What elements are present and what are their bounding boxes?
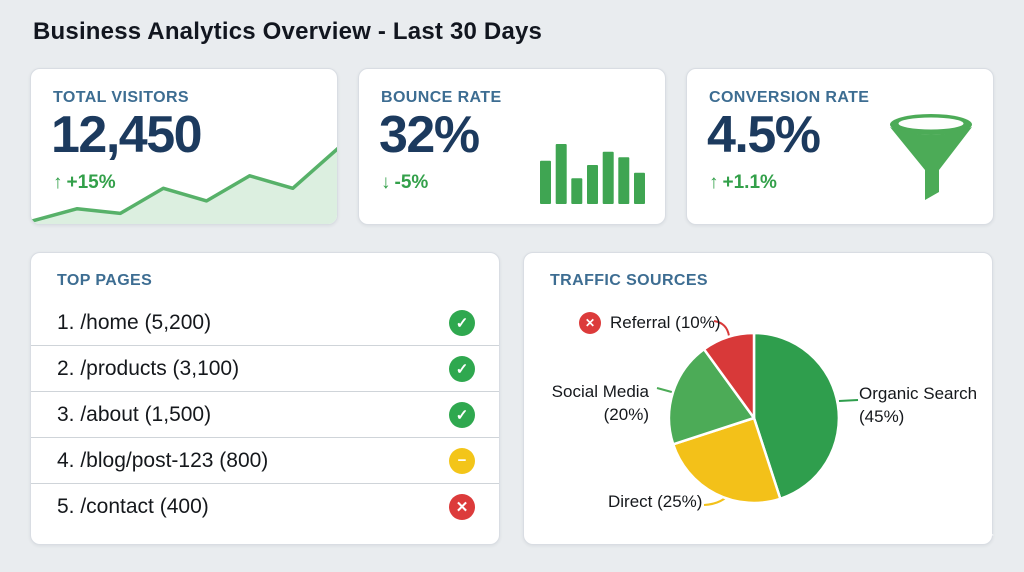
kpi-card-bounce-rate: BOUNCE RATE 32% ↓ -5%	[358, 68, 666, 225]
page-title: Business Analytics Overview - Last 30 Da…	[33, 18, 543, 45]
funnel-icon	[890, 114, 972, 200]
pie-label-organic-search: Organic Search (45%)	[859, 383, 977, 429]
kpi-delta-text: -5%	[394, 172, 429, 193]
kpi-delta-text: +1.1%	[722, 172, 777, 193]
status-check-icon: ✓	[449, 401, 475, 428]
pie-label-text: Social Media	[551, 382, 649, 401]
kpi-value-conversion-rate: 4.5%	[707, 106, 821, 164]
kpi-label-bounce-rate: BOUNCE RATE	[381, 89, 502, 106]
pie-label-social-media: Social Media (20%)	[552, 381, 649, 427]
bounce-mini-bar-chart	[540, 144, 645, 204]
kpi-label-total-visitors: TOTAL VISITORS	[53, 89, 189, 106]
top-page-row-blog-post[interactable]: 4. /blog/post-123 (800) −	[31, 438, 499, 484]
pie-label-pct: (20%)	[603, 404, 649, 424]
pie-label-direct: Direct (25%)	[608, 491, 702, 514]
top-page-label: 4. /blog/post-123 (800)	[57, 448, 269, 472]
pie-label-text: Referral (10%)	[610, 313, 721, 332]
status-minus-icon: −	[449, 447, 475, 474]
kpi-card-conversion-rate: CONVERSION RATE 4.5% ↑ +1.1%	[686, 68, 994, 225]
down-arrow-icon: ↓	[381, 172, 391, 193]
kpi-delta-text: +15%	[66, 172, 116, 193]
status-x-icon: ✕	[449, 494, 475, 520]
traffic-sources-panel: TRAFFIC SOURCES ✕ Referral (10%) Social …	[523, 252, 993, 545]
top-page-row-products[interactable]: 2. /products (3,100) ✓	[31, 346, 499, 392]
kpi-label-conversion-rate: CONVERSION RATE	[709, 89, 870, 106]
kpi-delta-bounce-rate: ↓ -5%	[381, 172, 428, 194]
cursor-arrow-artifact	[977, 525, 995, 543]
top-page-label: 5. /contact (400)	[57, 495, 209, 518]
top-page-label: 1. /home (5,200)	[57, 310, 212, 334]
top-page-label: 2. /products (3,100)	[57, 356, 240, 380]
pie-label-text: Direct (25%)	[608, 492, 703, 511]
top-page-label: 3. /about (1,500)	[57, 402, 212, 426]
red-x-icon: ✕	[579, 312, 601, 335]
kpi-delta-conversion-rate: ↑ +1.1%	[709, 172, 777, 194]
pie-label-pct: (45%)	[859, 406, 905, 426]
top-pages-list: 1. /home (5,200) ✓ 2. /products (3,100) …	[31, 300, 499, 530]
visitors-sparkline-chart	[31, 146, 337, 224]
traffic-sources-pie-chart[interactable]	[524, 253, 994, 546]
status-check-icon: ✓	[449, 355, 475, 382]
kpi-delta-total-visitors: ↑ +15%	[53, 172, 116, 194]
up-arrow-icon: ↑	[53, 172, 63, 193]
pie-label-text: Organic Search	[859, 384, 978, 403]
top-page-row-home[interactable]: 1. /home (5,200) ✓	[31, 300, 499, 346]
traffic-sources-title: TRAFFIC SOURCES	[550, 272, 708, 289]
status-check-icon: ✓	[449, 309, 475, 336]
top-page-row-about[interactable]: 3. /about (1,500) ✓	[31, 392, 499, 438]
kpi-card-total-visitors: TOTAL VISITORS 12,450 ↑ +15%	[30, 68, 338, 225]
top-page-row-contact[interactable]: 5. /contact (400) ✕	[31, 484, 499, 530]
top-pages-title: TOP PAGES	[57, 272, 153, 289]
top-pages-panel: TOP PAGES 1. /home (5,200) ✓ 2. /product…	[30, 252, 500, 545]
pie-label-referral: ✕ Referral (10%)	[579, 312, 721, 335]
kpi-value-total-visitors: 12,450	[51, 106, 203, 164]
up-arrow-icon: ↑	[709, 172, 719, 193]
kpi-value-bounce-rate: 32%	[379, 106, 480, 164]
